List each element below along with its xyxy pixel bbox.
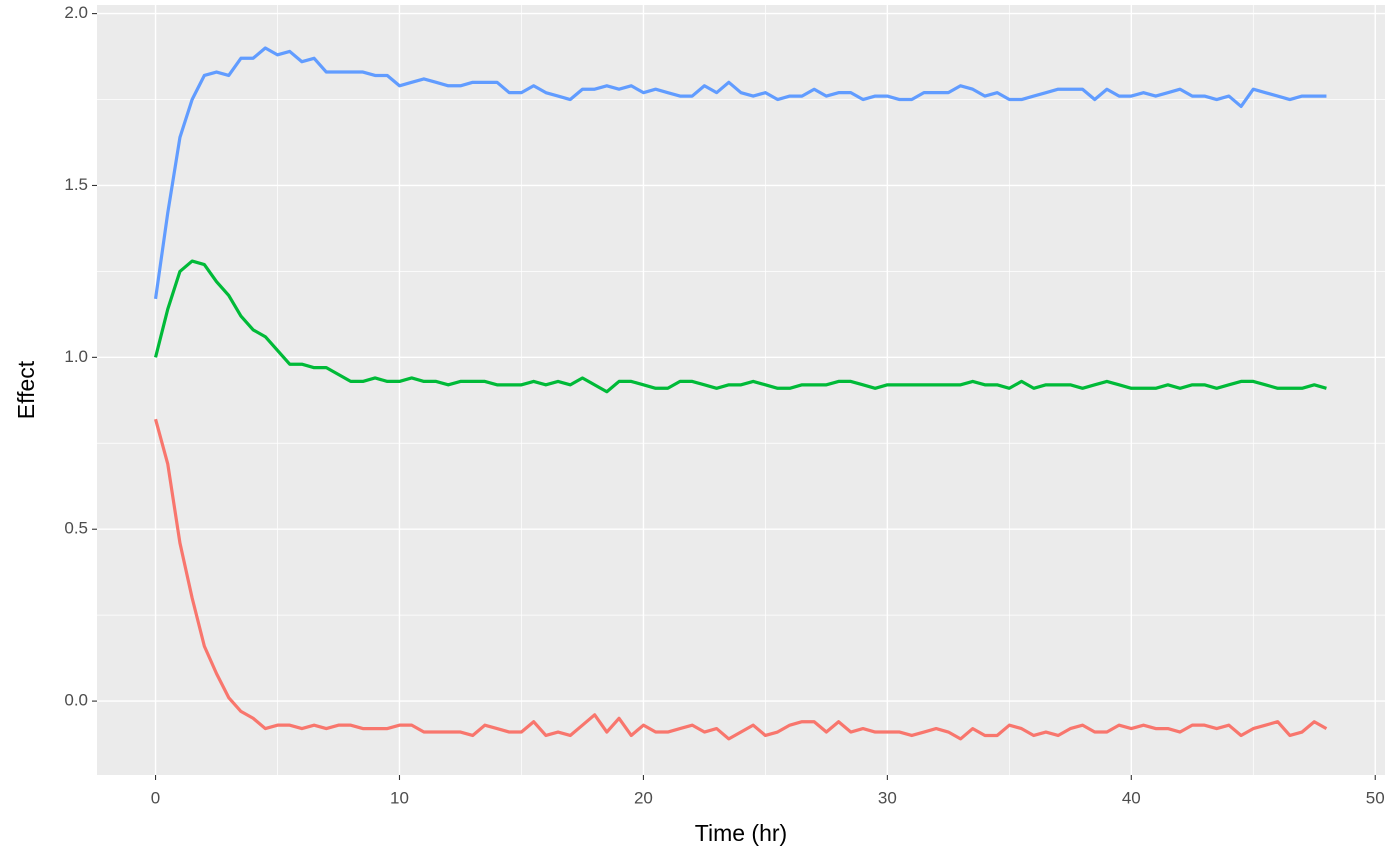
y-tick-label: 2.0 [64, 3, 88, 22]
x-tick-label: 10 [390, 788, 409, 807]
y-axis-title: Effect [13, 360, 39, 419]
x-tick-label: 40 [1122, 788, 1141, 807]
y-tick-label: 0.0 [64, 691, 88, 710]
x-tick-label: 50 [1366, 788, 1385, 807]
series-line [154, 418, 1328, 741]
x-axis-title: Time (hr) [695, 820, 787, 846]
x-tick-label: 30 [878, 788, 897, 807]
x-tick-label: 0 [151, 788, 160, 807]
panel [97, 5, 1385, 775]
y-tick-label: 0.5 [64, 519, 88, 538]
y-tick-label: 1.5 [64, 175, 88, 194]
x-tick-label: 20 [634, 788, 653, 807]
series-line [153, 46, 1327, 300]
series-line [153, 259, 1327, 394]
y-tick-label: 1.0 [64, 347, 88, 366]
